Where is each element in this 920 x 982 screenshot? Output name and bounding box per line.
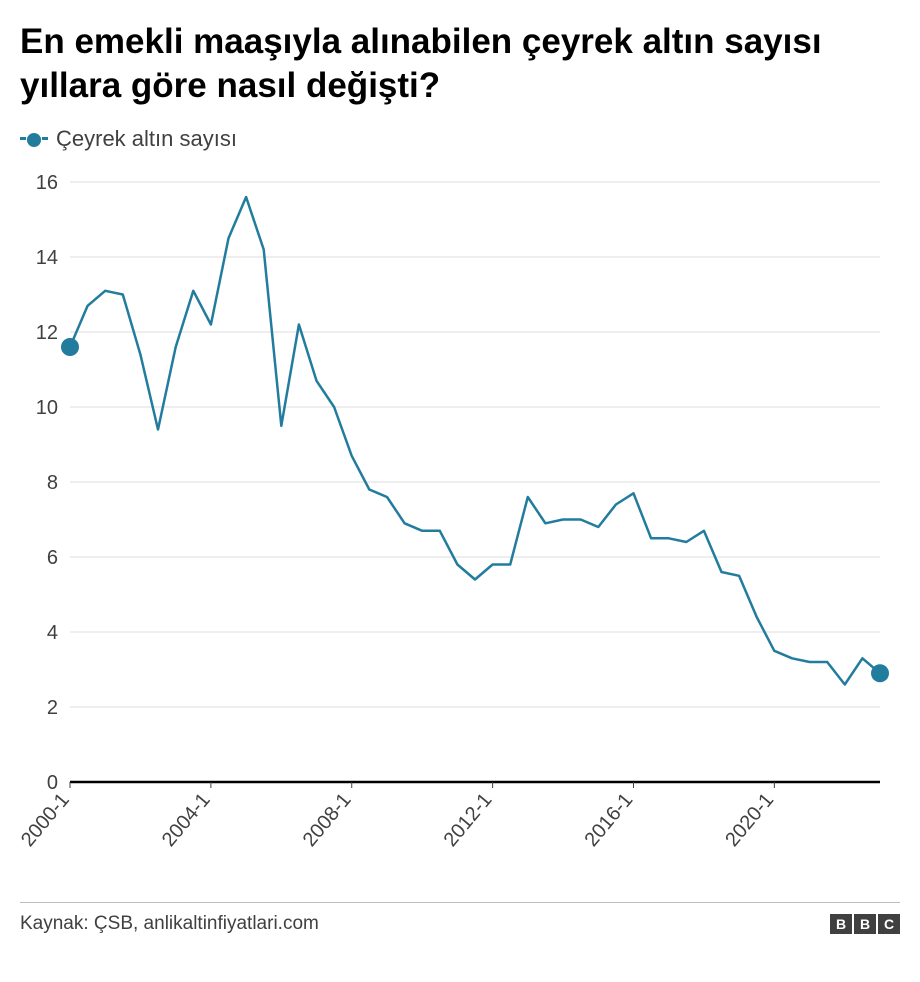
svg-text:2000-1: 2000-1 xyxy=(20,789,74,851)
legend-label: Çeyrek altın sayısı xyxy=(56,126,237,152)
chart-title: En emekli maaşıyla alınabilen çeyrek alt… xyxy=(20,20,900,108)
svg-text:2008-1: 2008-1 xyxy=(299,789,356,851)
svg-text:2020-1: 2020-1 xyxy=(721,789,778,851)
legend-marker xyxy=(27,133,41,147)
legend-line xyxy=(20,137,48,140)
bbc-logo-letter: C xyxy=(878,914,900,934)
svg-text:2: 2 xyxy=(47,697,58,719)
svg-text:2016-1: 2016-1 xyxy=(580,789,637,851)
bbc-logo-letter: B xyxy=(830,914,852,934)
svg-text:4: 4 xyxy=(47,622,58,644)
bbc-logo: B B C xyxy=(830,914,900,934)
svg-text:10: 10 xyxy=(36,397,58,419)
chart-footer: Kaynak: ÇSB, anlikaltinfiyatlari.com B B… xyxy=(20,902,900,935)
svg-text:12: 12 xyxy=(36,322,58,344)
svg-text:16: 16 xyxy=(36,172,58,194)
legend: Çeyrek altın sayısı xyxy=(20,126,900,152)
svg-text:2004-1: 2004-1 xyxy=(158,789,215,851)
svg-text:8: 8 xyxy=(47,472,58,494)
source-text: Kaynak: ÇSB, anlikaltinfiyatlari.com xyxy=(20,913,319,935)
line-chart: 02468101214162000-12004-12008-12012-1201… xyxy=(20,162,900,892)
svg-text:6: 6 xyxy=(47,547,58,569)
svg-text:2012-1: 2012-1 xyxy=(440,789,497,851)
svg-text:14: 14 xyxy=(36,247,58,269)
chart-svg: 02468101214162000-12004-12008-12012-1201… xyxy=(20,162,900,892)
bbc-logo-letter: B xyxy=(854,914,876,934)
